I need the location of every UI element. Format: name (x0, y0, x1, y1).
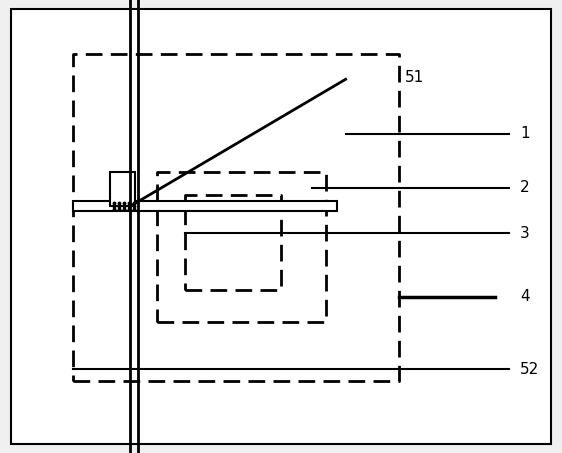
Text: 2: 2 (520, 180, 529, 196)
Bar (110, 172, 135, 206)
Text: 3: 3 (520, 226, 529, 241)
Text: 52: 52 (520, 361, 539, 377)
Bar (73, 201, 337, 211)
Text: 4: 4 (520, 289, 529, 304)
Text: 1: 1 (520, 126, 529, 141)
Text: 51: 51 (405, 69, 424, 85)
